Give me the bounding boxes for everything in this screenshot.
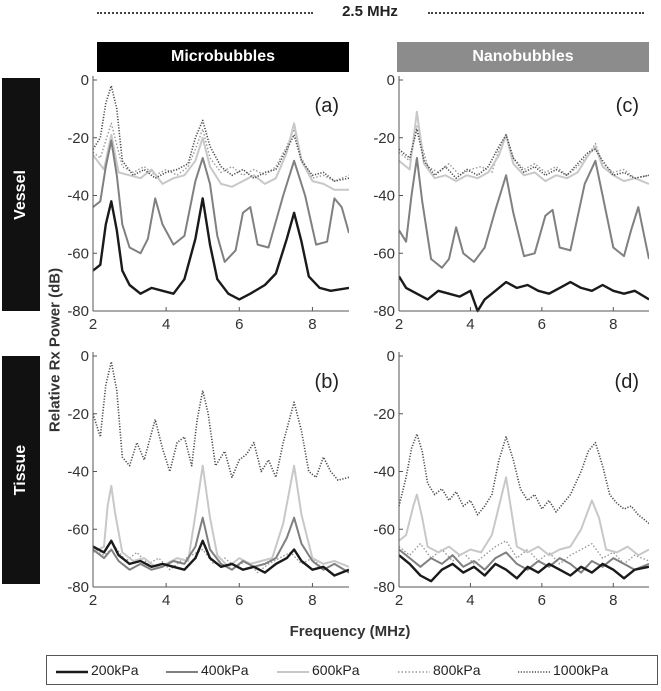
legend-label: 1000kPa	[553, 662, 609, 678]
y-tick-label: -20	[67, 130, 89, 147]
series-line-400kpa	[93, 516, 349, 574]
y-tick-label: -20	[67, 406, 89, 423]
legend-swatch	[56, 670, 88, 674]
series-line-1000kpa	[399, 433, 649, 525]
panel-label: (a)	[315, 95, 339, 117]
title-rule-left	[97, 12, 313, 14]
series-line-200kpa	[93, 197, 349, 301]
y-tick-label: -80	[373, 303, 395, 320]
series-line-800kpa	[399, 125, 649, 179]
x-tick-label: 8	[308, 316, 316, 333]
x-tick-label: 4	[466, 592, 474, 609]
x-tick-label: 8	[609, 592, 617, 609]
series-line-1000kpa	[399, 128, 649, 179]
x-tick-label: 8	[308, 592, 316, 609]
legend-swatch	[398, 671, 430, 673]
y-tick-label: -40	[67, 464, 89, 481]
y-axis-title: Relative Rx Power (dB)	[43, 250, 67, 450]
row-header-vessel: Vessel	[2, 78, 40, 311]
y-tick-label: -40	[373, 464, 395, 481]
y-tick-label: -20	[373, 130, 395, 147]
series-line-1000kpa	[93, 85, 349, 182]
x-tick-label: 2	[89, 592, 97, 609]
series-line-200kpa	[399, 275, 649, 313]
figure-title: 2.5 MHz	[342, 3, 398, 20]
panel-label: (b)	[315, 371, 339, 393]
panel-label: (c)	[616, 95, 639, 117]
y-tick-label: -80	[373, 579, 395, 596]
series-line-600kpa	[399, 476, 649, 557]
y-tick-label: -80	[67, 579, 89, 596]
series-line-400kpa	[93, 139, 349, 263]
row-label-vessel: Vessel	[12, 169, 29, 220]
series-line-200kpa	[399, 554, 649, 583]
y-tick-label: -60	[373, 245, 395, 262]
series-line-1000kpa	[93, 361, 349, 481]
y-tick-label: -60	[67, 521, 89, 538]
column-header-microbubbles: Microbubbles	[97, 42, 349, 72]
x-tick-label: 8	[609, 316, 617, 333]
x-tick-label: 6	[235, 592, 243, 609]
series-line-400kpa	[399, 157, 649, 269]
legend-swatch	[166, 671, 198, 673]
x-tick-label: 6	[538, 592, 546, 609]
x-tick-label: 2	[395, 592, 403, 609]
y-tick-label: 0	[387, 348, 395, 365]
y-tick-label: -60	[373, 521, 395, 538]
series-line-200kpa	[93, 539, 349, 577]
row-label-tissue: Tissue	[12, 444, 29, 496]
panel-label: (d)	[615, 371, 639, 393]
x-tick-label: 6	[235, 316, 243, 333]
legend-swatch	[277, 671, 309, 673]
series-line-600kpa	[399, 110, 649, 185]
x-tick-label: 2	[89, 316, 97, 333]
x-tick-label: 6	[538, 316, 546, 333]
y-tick-label: -80	[67, 303, 89, 320]
title-rule-right	[428, 12, 644, 14]
y-tick-label: 0	[81, 72, 89, 89]
x-tick-label: 2	[395, 316, 403, 333]
y-axis-label: Relative Rx Power (dB)	[46, 267, 64, 433]
legend-label: 200kPa	[91, 662, 139, 678]
legend-swatch	[518, 671, 550, 673]
legend: 200kPa 400kPa 600kPa 800kPa 1000kPa	[46, 655, 658, 685]
y-tick-label: -20	[373, 406, 395, 423]
series-line-600kpa	[93, 464, 349, 568]
legend-label: 600kPa	[312, 662, 360, 678]
row-header-tissue: Tissue	[2, 356, 40, 584]
y-tick-label: 0	[387, 72, 395, 89]
y-tick-label: -40	[67, 188, 89, 205]
y-tick-label: -40	[373, 188, 395, 205]
legend-label: 800kPa	[433, 662, 481, 678]
column-header-nanobubbles: Nanobubbles	[397, 42, 649, 72]
legend-label: 400kPa	[201, 662, 249, 678]
panel-b: 0 -20 -40 -60 -802 4 6 8 (b)	[67, 348, 349, 609]
panel-a: 0 -20 -40 -60 -802 4 6 8 (a)	[67, 72, 349, 333]
y-tick-label: 0	[81, 348, 89, 365]
x-tick-label: 4	[162, 592, 170, 609]
series-line-600kpa	[93, 122, 349, 191]
panel-c: 0 -20 -40 -60 -802 4 6 8 (c)	[373, 72, 649, 333]
panel-d: 0 -20 -40 -60 -802 4 6 8 (d)	[373, 348, 649, 609]
x-tick-label: 4	[162, 316, 170, 333]
x-tick-label: 4	[466, 316, 474, 333]
x-axis-title: Frequency (MHz)	[289, 623, 411, 640]
y-tick-label: -60	[67, 245, 89, 262]
